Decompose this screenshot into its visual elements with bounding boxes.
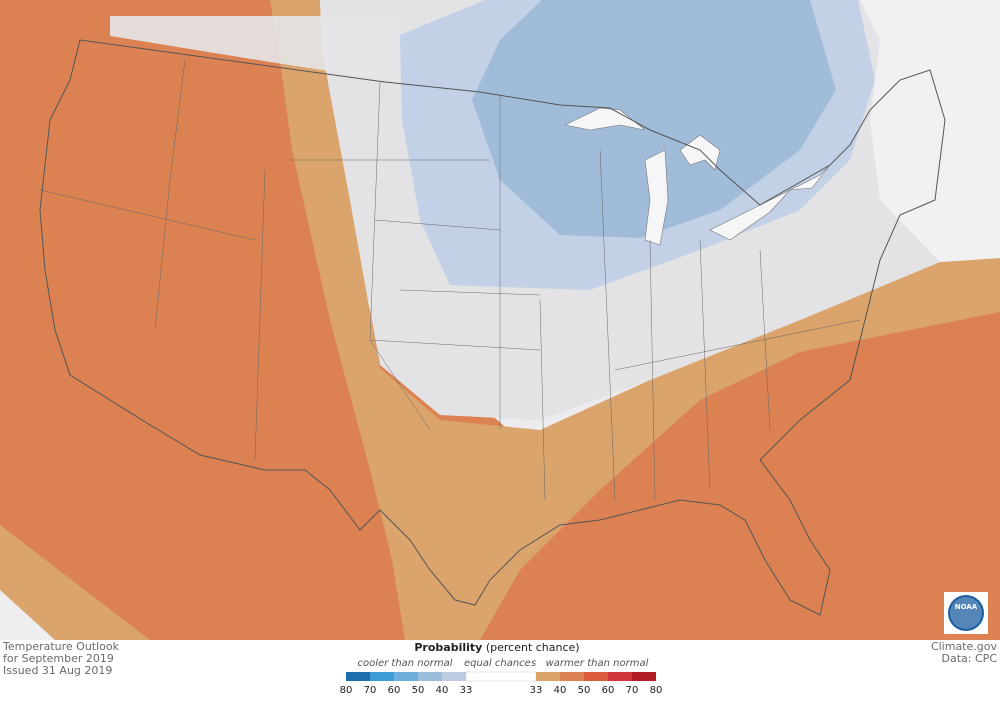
legend-title-main: Probability — [414, 641, 482, 654]
logo-text: NOAA — [955, 603, 978, 611]
legend-tick-label: 80 — [340, 685, 353, 696]
legend-tick-label: 33 — [530, 685, 543, 696]
legend-swatch — [608, 672, 632, 681]
legend-swatch — [560, 672, 584, 681]
legend-tick-label: 50 — [578, 685, 591, 696]
legend-equal-label: equal chances — [464, 658, 536, 669]
credit-line: Data: CPC — [942, 652, 998, 665]
legend-bar: 80 70 60 50 40 33 33 40 50 60 70 80 — [340, 671, 663, 696]
legend-title: Probability (percent chance) — [414, 641, 579, 654]
credit-line: Climate.gov — [931, 640, 998, 653]
noaa-logo: NOAA — [944, 592, 988, 634]
great-lakes — [564, 107, 831, 246]
legend-swatch — [584, 672, 608, 681]
legend-swatch — [632, 672, 656, 681]
canada-mask — [110, 16, 400, 82]
state-borders — [39, 59, 861, 501]
legend-swatch — [394, 672, 418, 681]
no-forecast-corner — [0, 590, 55, 640]
legend-warm-label: warmer than normal — [546, 658, 649, 669]
legend-tick-label: 33 — [460, 685, 473, 696]
no-forecast-area — [860, 0, 1000, 262]
legend-tick-label: 60 — [602, 685, 615, 696]
caption-line: Temperature Outlook — [2, 640, 120, 653]
legend-swatch — [442, 672, 466, 681]
legend-title-note: (percent chance) — [486, 641, 580, 654]
legend-tick-label: 70 — [626, 685, 639, 696]
legend-swatch — [346, 672, 370, 681]
legend-tick-label: 40 — [436, 685, 449, 696]
warm-50-area — [0, 0, 1000, 640]
caption-line: Issued 31 Aug 2019 — [3, 664, 112, 677]
legend-swatch — [370, 672, 394, 681]
cool-50-area — [472, 0, 836, 238]
legend-tick-label: 40 — [554, 685, 567, 696]
warm-40-corner — [0, 525, 150, 640]
legend-tick-label: 50 — [412, 685, 425, 696]
legend-swatch — [536, 672, 560, 681]
caption-line: for September 2019 — [3, 652, 114, 665]
legend-tick-label: 70 — [364, 685, 377, 696]
warm-40-area — [270, 0, 1000, 640]
legend-tick-label: 80 — [650, 685, 663, 696]
us-outline — [39, 39, 946, 616]
legend-cool-label: cooler than normal — [357, 658, 452, 669]
legend-tick-label: 60 — [388, 685, 401, 696]
legend-swatch — [418, 672, 442, 681]
legend-swatch — [465, 671, 537, 682]
